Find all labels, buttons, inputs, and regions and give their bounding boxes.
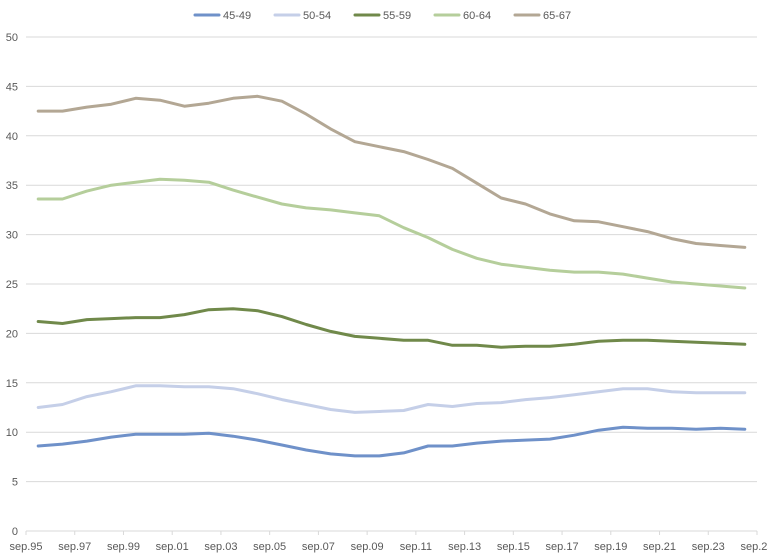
legend-item-55-59: 55-59	[353, 10, 411, 22]
x-tick-label: sep.01	[156, 541, 189, 553]
x-tick-label: sep.13	[448, 541, 481, 553]
legend-item-65-67: 65-67	[513, 10, 571, 22]
x-axis-tick-labels: sep.95 sep.97 sep.99 sep.01 sep.03 sep.05 sep.…	[9, 531, 768, 553]
x-tick-label: sep.09	[351, 541, 384, 553]
x-tick-label: sep.05	[253, 541, 286, 553]
x-tick-label: sep.11	[400, 541, 432, 553]
legend: 45-49 50-54 55-59 60-64 65-67	[193, 10, 571, 22]
y-tick-label: 15	[6, 378, 18, 390]
series-line-55-59	[36, 307, 747, 349]
legend-item-50-54: 50-54	[273, 10, 331, 22]
x-tick-label: sep.97	[58, 541, 91, 553]
x-tick-label: sep.19	[594, 541, 627, 553]
legend-item-60-64: 60-64	[433, 10, 491, 22]
x-tick-label: sep.17	[546, 541, 579, 553]
series-line-45-49	[36, 425, 747, 458]
y-tick-label: 20	[6, 328, 18, 340]
x-tick-label: sep.99	[107, 541, 140, 553]
legend-label: 50-54	[303, 10, 331, 22]
legend-label: 60-64	[463, 10, 491, 22]
x-tick-label: sep.07	[302, 541, 335, 553]
x-tick-label: sep.03	[204, 541, 237, 553]
legend-label: 55-59	[383, 10, 411, 22]
y-tick-label: 10	[6, 427, 18, 439]
x-tick-label: sep.25	[740, 541, 768, 553]
legend-label: 45-49	[223, 10, 251, 22]
y-axis-tick-labels: 0 5 10 15 20 25 30 35 40 45 50	[6, 32, 18, 538]
y-tick-label: 50	[6, 32, 18, 44]
y-tick-label: 40	[6, 131, 18, 143]
y-tick-label: 35	[6, 180, 18, 192]
x-tick-label: sep.23	[692, 541, 725, 553]
y-tick-label: 45	[6, 81, 18, 93]
series-lines	[36, 94, 747, 458]
legend-item-45-49: 45-49	[193, 10, 251, 22]
y-tick-label: 5	[12, 477, 18, 489]
x-tick-label: sep.21	[643, 541, 676, 553]
gridlines	[26, 36, 757, 532]
legend-label: 65-67	[543, 10, 571, 22]
y-tick-label: 0	[12, 526, 18, 538]
series-line-50-54	[36, 384, 747, 414]
x-tick-label: sep.95	[9, 541, 42, 553]
y-tick-label: 30	[6, 230, 18, 242]
series-line-60-64	[36, 177, 747, 290]
y-tick-label: 25	[6, 279, 18, 291]
x-tick-label: sep.15	[497, 541, 530, 553]
series-line-65-67	[36, 94, 747, 249]
